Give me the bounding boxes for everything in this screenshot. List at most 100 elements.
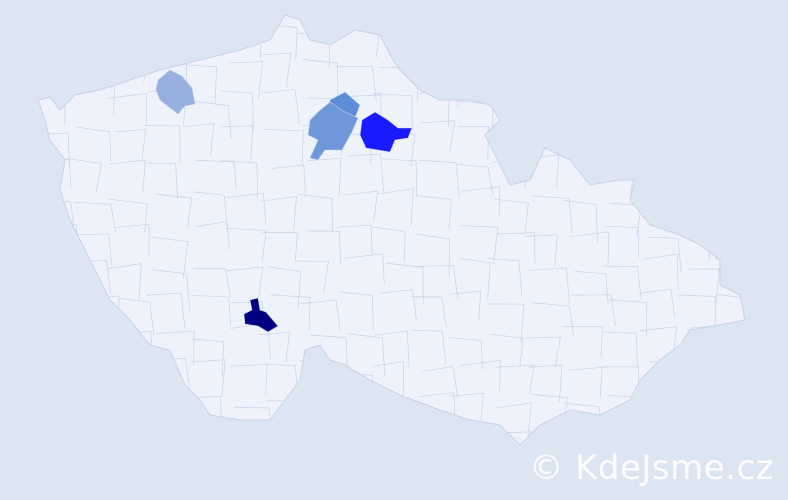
district-border	[270, 294, 311, 331]
district-level-4[interactable]	[359, 111, 413, 153]
district-border	[335, 66, 377, 102]
district-border	[375, 424, 412, 445]
district-border	[344, 190, 379, 221]
district-border	[571, 56, 604, 85]
district-border	[716, 87, 745, 129]
district-border	[496, 64, 536, 100]
district-border	[296, 260, 329, 293]
district-border	[107, 93, 148, 125]
district-border	[416, 233, 450, 277]
district-border	[385, 262, 424, 304]
district-border	[602, 265, 642, 300]
district-border	[302, 58, 339, 96]
district-border	[38, 403, 67, 440]
district-border	[420, 120, 455, 154]
district-border	[347, 153, 385, 193]
district-border	[677, 294, 716, 330]
district-border	[676, 132, 713, 171]
district-border	[459, 258, 491, 299]
district-border	[602, 132, 639, 169]
district-border	[528, 101, 568, 132]
district-border	[568, 87, 604, 122]
district-border	[454, 54, 496, 88]
district-border	[600, 24, 637, 63]
district-border	[226, 266, 264, 301]
district-border	[534, 23, 571, 56]
district-border	[183, 22, 224, 57]
district-border	[151, 21, 189, 61]
district-level-5[interactable]	[243, 297, 279, 333]
district-border	[649, 169, 686, 199]
district-border	[38, 270, 71, 311]
district-border	[677, 193, 718, 232]
district-border	[639, 288, 676, 319]
district-border	[637, 89, 675, 119]
district-border	[417, 159, 460, 199]
district-border	[271, 164, 306, 197]
district-border	[107, 198, 148, 233]
district-border	[646, 236, 682, 273]
district-border	[567, 367, 603, 398]
district-border	[609, 299, 648, 336]
district-border	[119, 371, 150, 406]
district-border	[413, 265, 459, 300]
district-border	[144, 428, 188, 445]
district-border	[301, 299, 341, 331]
district-border	[38, 429, 69, 445]
district-border	[448, 434, 488, 445]
district-level-1[interactable]	[155, 69, 196, 115]
district-border	[155, 330, 195, 366]
district-border	[722, 164, 745, 205]
district-border	[460, 225, 499, 265]
district-border	[377, 188, 414, 227]
district-border	[341, 438, 382, 445]
district-border	[76, 126, 112, 162]
district-border	[114, 223, 150, 257]
district-border	[145, 292, 186, 329]
district-border	[489, 333, 524, 370]
district-border	[495, 402, 532, 438]
district-border	[448, 337, 483, 370]
district-border	[639, 123, 674, 155]
district-border	[603, 225, 639, 258]
district-border	[43, 370, 84, 406]
district-level-2[interactable]	[307, 101, 359, 161]
district-border	[38, 24, 69, 59]
district-border	[192, 338, 225, 377]
district-border	[69, 31, 106, 68]
district-border	[715, 53, 745, 87]
district-border	[607, 90, 645, 122]
district-border	[574, 271, 609, 305]
district-border	[723, 31, 745, 64]
district-border	[380, 289, 417, 321]
district-border	[38, 294, 65, 333]
district-border	[149, 395, 184, 426]
district-border	[524, 58, 562, 94]
district-border	[489, 30, 533, 73]
district-border	[603, 331, 638, 368]
district-border	[188, 435, 233, 445]
district-border	[644, 404, 680, 433]
district-border	[337, 224, 373, 255]
district-border	[410, 296, 447, 328]
district-border	[264, 128, 304, 167]
district-border	[309, 334, 348, 372]
district-border	[230, 61, 264, 99]
district-border	[193, 191, 228, 232]
district-border	[643, 253, 679, 291]
district-border	[258, 331, 291, 363]
district-border	[226, 193, 267, 224]
district-border	[183, 122, 215, 155]
district-border	[221, 125, 253, 162]
district-border	[38, 224, 79, 258]
district-border	[724, 230, 745, 264]
district-border	[38, 53, 71, 88]
district-border	[494, 198, 529, 234]
district-border	[496, 431, 537, 445]
district-border	[259, 52, 292, 88]
district-border	[262, 232, 298, 262]
district-border	[190, 359, 226, 398]
district-border	[79, 362, 113, 395]
district-border	[723, 191, 745, 225]
